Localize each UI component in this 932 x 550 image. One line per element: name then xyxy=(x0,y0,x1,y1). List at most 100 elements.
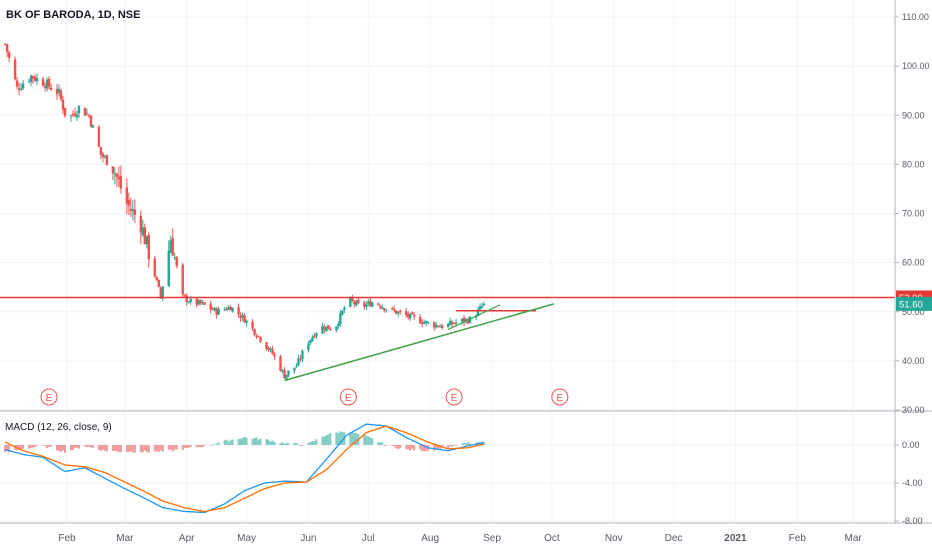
candle-body xyxy=(231,307,234,312)
candle-body xyxy=(283,370,286,379)
candle-body xyxy=(75,114,79,118)
macd-bar xyxy=(175,445,178,450)
macd-pane[interactable] xyxy=(4,423,486,514)
candle-body xyxy=(127,199,131,206)
candle-body xyxy=(452,323,456,325)
candle-body xyxy=(422,322,426,324)
candle-body xyxy=(215,308,218,315)
candle-body xyxy=(83,108,87,116)
candles xyxy=(3,43,486,381)
macd-bar xyxy=(157,445,160,453)
macd-bar xyxy=(413,445,416,451)
macd-bar xyxy=(115,445,118,452)
macd-bar xyxy=(89,445,92,448)
candle-body xyxy=(47,78,51,87)
macd-bar xyxy=(32,445,35,448)
candle-body xyxy=(393,309,396,311)
candle-body xyxy=(391,308,394,310)
macd-bar xyxy=(50,445,53,447)
macd-bar xyxy=(141,445,144,453)
macd-bar xyxy=(73,445,76,448)
candle-body xyxy=(323,327,326,330)
candle-body xyxy=(241,314,244,318)
candle-body xyxy=(464,318,468,321)
macd-bar xyxy=(97,445,100,450)
macd-bar xyxy=(439,445,442,450)
macd-bar xyxy=(453,444,456,446)
candle-body xyxy=(77,106,81,114)
x-tick-label: Oct xyxy=(544,533,560,544)
earnings-label: E xyxy=(345,393,352,404)
macd-bar xyxy=(48,445,51,447)
candle-body xyxy=(3,43,7,45)
macd-bar xyxy=(223,440,226,445)
candle-body xyxy=(143,227,147,245)
candle-body xyxy=(59,90,63,100)
x-tick-label: Mar xyxy=(845,533,863,544)
candle-body xyxy=(295,366,298,368)
macd-bar xyxy=(105,445,108,452)
macd-bar xyxy=(465,443,468,445)
candle-body xyxy=(438,326,442,328)
earnings-marker[interactable]: E xyxy=(339,388,357,406)
candle-body xyxy=(325,326,328,332)
trendline-short xyxy=(447,304,501,330)
candle-body xyxy=(462,317,466,323)
candle-body xyxy=(71,113,75,115)
candle-body xyxy=(311,337,314,341)
candle-body xyxy=(139,215,143,233)
candle-body xyxy=(474,316,478,318)
candle-body xyxy=(251,321,254,329)
macd-bar xyxy=(483,442,486,445)
candle-body xyxy=(307,343,310,351)
candle-body xyxy=(115,173,119,177)
macd-bar xyxy=(285,442,288,445)
macd-bar xyxy=(295,443,298,445)
macd-bar xyxy=(71,445,74,450)
candle-body xyxy=(271,348,274,354)
earnings-marker[interactable]: E xyxy=(40,388,58,406)
candle-body xyxy=(450,322,454,325)
candle-body xyxy=(355,301,358,306)
candle-body xyxy=(73,113,77,116)
earnings-label: E xyxy=(557,393,564,404)
candle-body xyxy=(434,324,438,328)
candle-body xyxy=(153,258,156,277)
last-price-badge: 51.60 xyxy=(899,299,923,310)
candle-body xyxy=(397,311,400,314)
candle-body xyxy=(89,115,93,127)
candle-body xyxy=(173,256,176,258)
candle-body xyxy=(379,305,382,308)
candle-body xyxy=(195,298,198,305)
macd-bar xyxy=(297,444,300,446)
grid xyxy=(0,0,895,522)
earnings-marker[interactable]: E xyxy=(445,388,463,406)
candle-body xyxy=(243,315,246,323)
candle-body xyxy=(69,115,73,117)
candle-body xyxy=(201,302,204,304)
macd-bar xyxy=(437,445,440,449)
last-price-badge-bg xyxy=(896,296,932,311)
candle-body xyxy=(267,348,270,350)
macd-bar xyxy=(377,442,380,445)
x-tick-label: Aug xyxy=(421,533,439,544)
candle-body xyxy=(410,312,414,315)
macd-bar xyxy=(99,445,102,451)
macd-bar xyxy=(85,445,88,447)
candle-body xyxy=(482,303,486,306)
macd-bar xyxy=(323,436,326,445)
candle-body xyxy=(225,309,228,311)
candle-body xyxy=(237,307,240,315)
macd-bar xyxy=(101,445,104,450)
candle-body xyxy=(199,300,202,304)
candle-body xyxy=(480,305,484,308)
macd-bar xyxy=(283,444,286,445)
earnings-marker[interactable]: E xyxy=(551,388,569,406)
candle-body xyxy=(363,302,366,307)
candle-body xyxy=(169,240,172,253)
macd-bar xyxy=(325,435,328,445)
candle-body xyxy=(446,323,450,328)
candle-body xyxy=(125,187,129,204)
